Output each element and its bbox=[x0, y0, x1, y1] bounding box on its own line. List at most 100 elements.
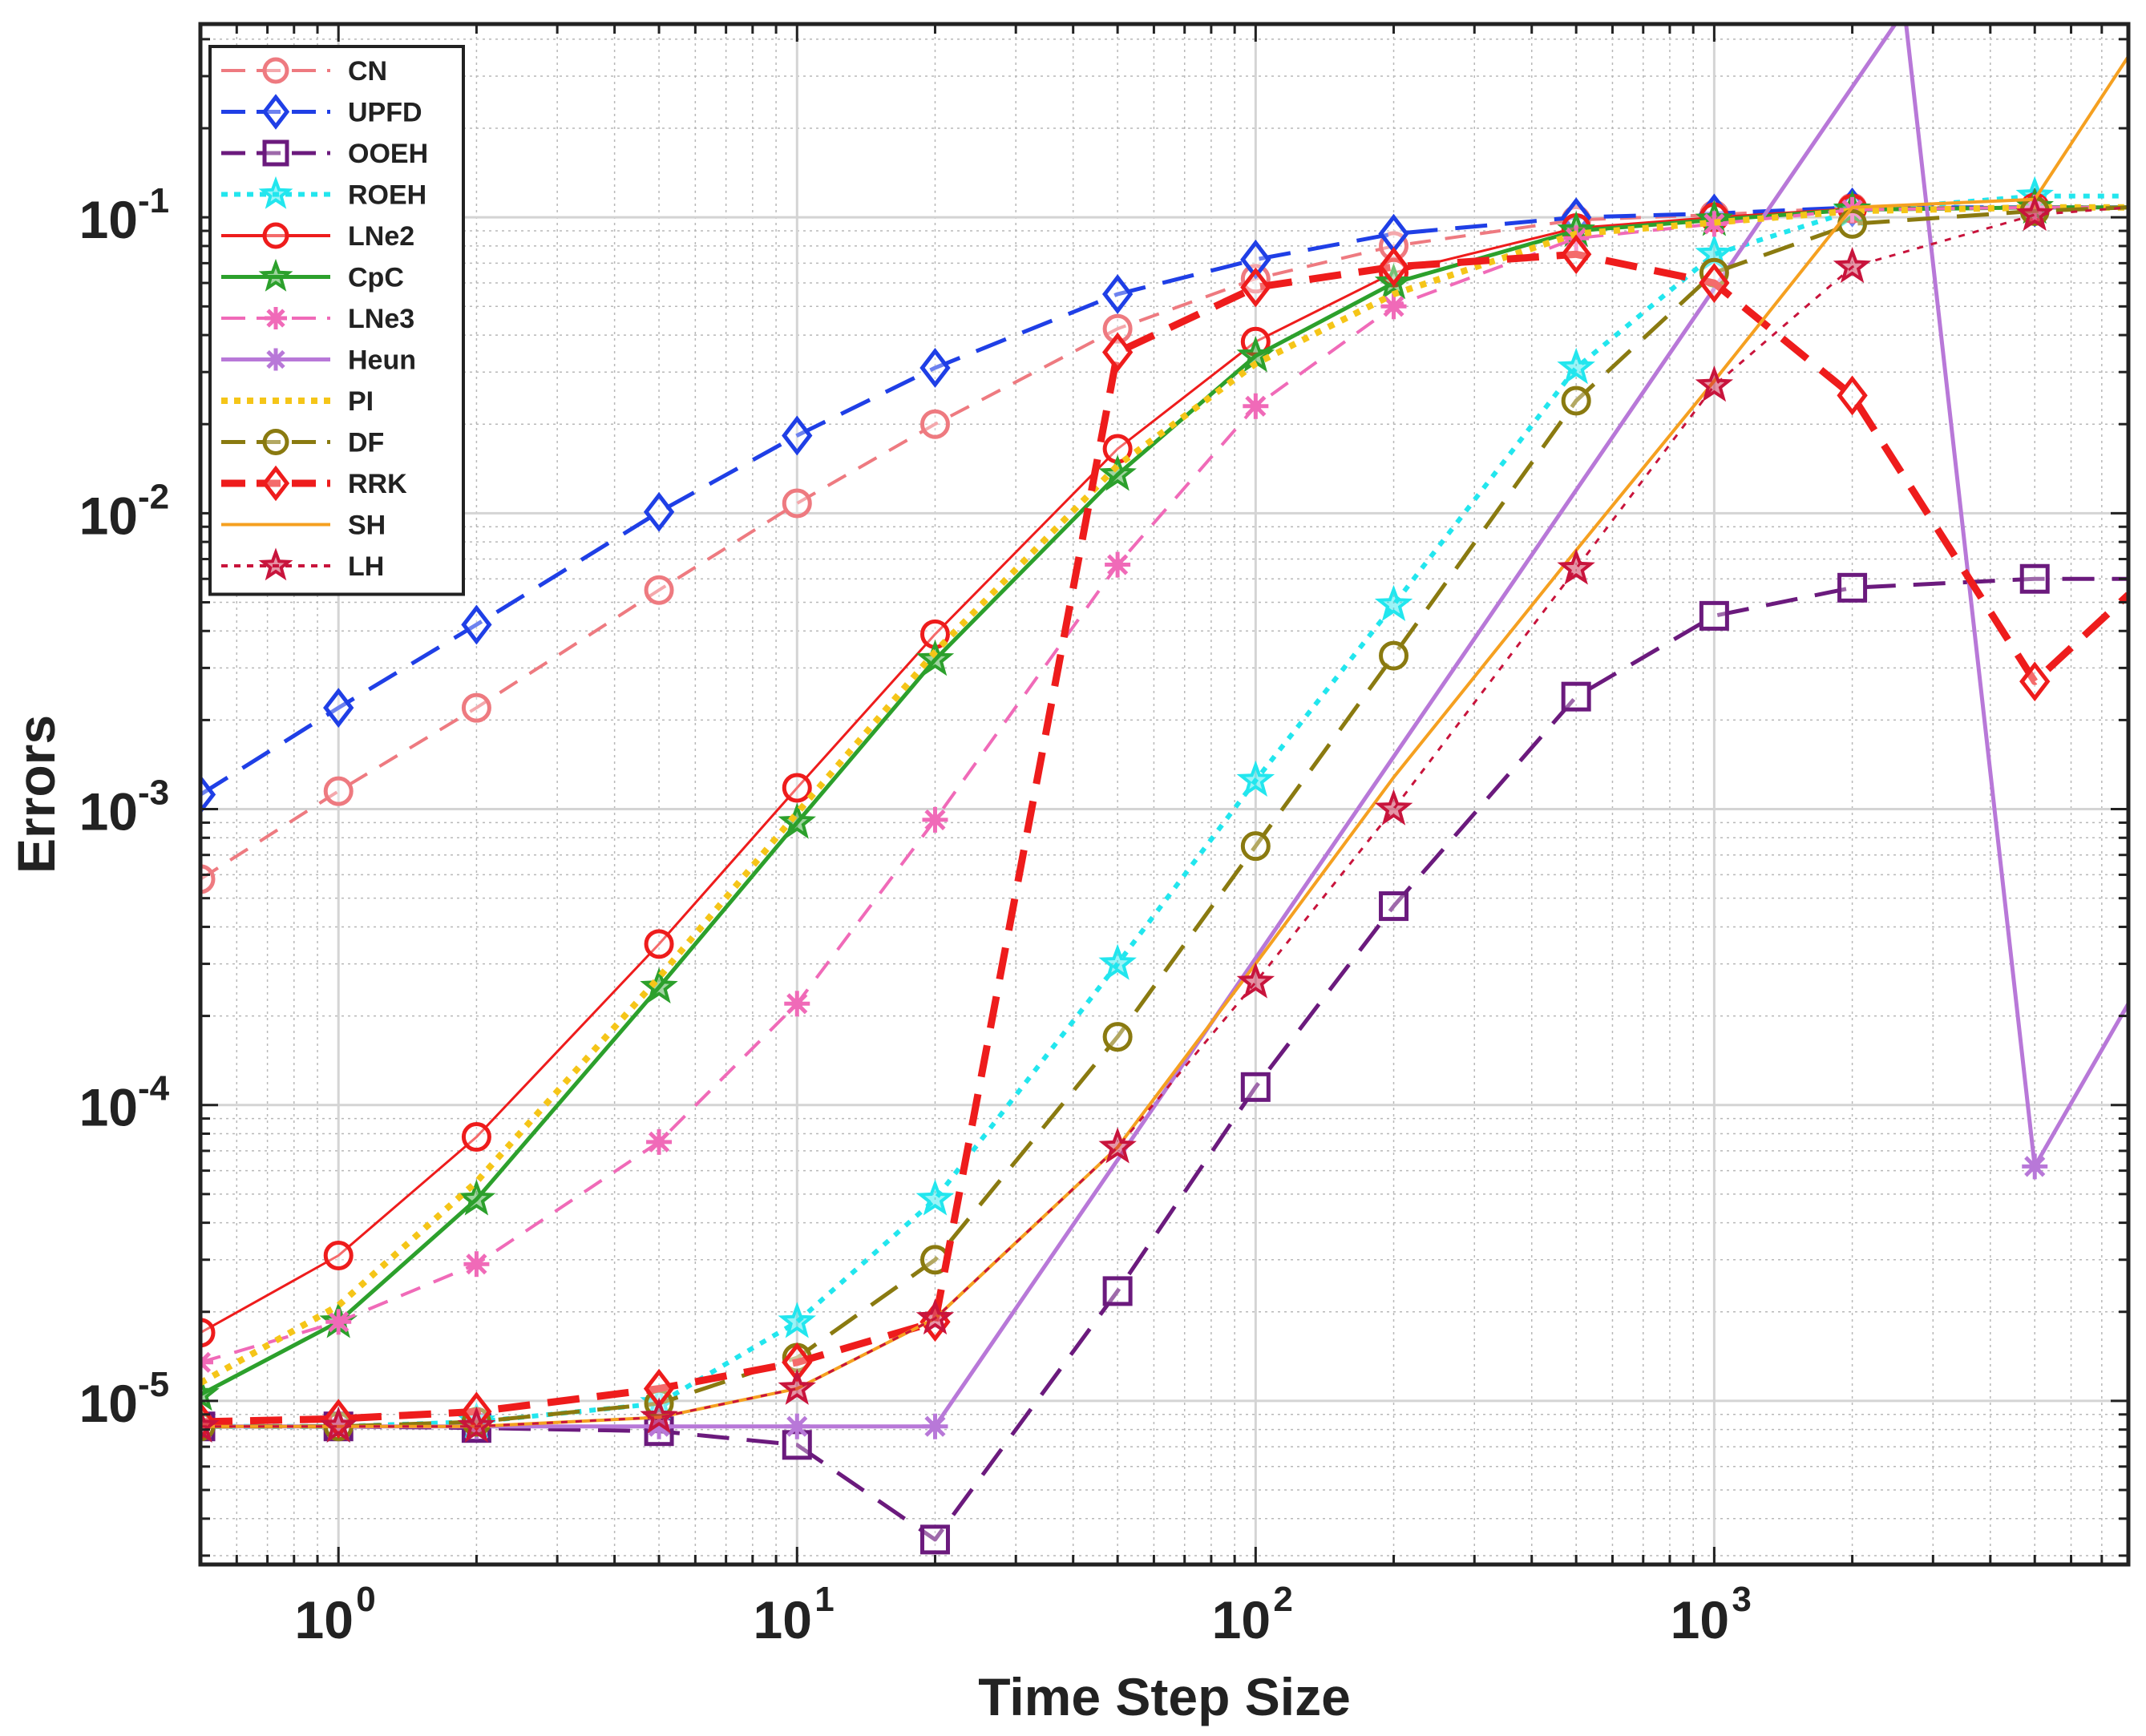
point-RRK-diamond bbox=[1699, 263, 1730, 303]
point-LNe3-asterisk-center bbox=[1250, 400, 1262, 412]
point-OOEH-square bbox=[919, 1524, 950, 1555]
point-LH-star bbox=[457, 1406, 496, 1443]
y-tick-label: 10 bbox=[79, 486, 138, 545]
x-tick-label: 10 bbox=[1671, 1590, 1729, 1649]
y-tick-labels: 10-510-410-310-210-1 bbox=[79, 181, 170, 1433]
legend-marker-OOEH-square bbox=[262, 139, 289, 167]
legend-label-LNe2: LNe2 bbox=[348, 221, 414, 252]
point-LNe2-circle bbox=[782, 773, 812, 803]
point-OOEH-square bbox=[1837, 572, 1868, 603]
point-UPFD-diamond bbox=[1240, 239, 1271, 280]
point-CN-circle bbox=[644, 575, 674, 605]
series-line-DF bbox=[200, 205, 2128, 1429]
x-tick-exponent: 3 bbox=[1732, 1580, 1751, 1619]
point-OOEH-square bbox=[1379, 891, 1409, 922]
point-LH-star bbox=[1098, 1127, 1137, 1164]
y-tick-label: 10 bbox=[79, 190, 138, 249]
point-CpC-star bbox=[1098, 454, 1137, 491]
legend-entry-Heun: Heun bbox=[221, 345, 416, 376]
point-LH-star bbox=[2015, 195, 2054, 232]
x-tick-label: 10 bbox=[1212, 1590, 1271, 1649]
point-UPFD-diamond bbox=[919, 348, 951, 388]
point-OOEH-square bbox=[1240, 1072, 1271, 1102]
series-line-UPFD bbox=[200, 205, 2128, 797]
point-DF-circle bbox=[1102, 1022, 1133, 1052]
point-LNe3-asterisk-center bbox=[929, 813, 941, 826]
legend-marker-RRK-diamond bbox=[261, 465, 290, 502]
legend-marker-LNe3-asterisk-center bbox=[270, 313, 281, 324]
x-axis-label: Time Step Size bbox=[978, 1667, 1351, 1726]
point-LNe3-asterisk-center bbox=[333, 1316, 345, 1328]
point-RRK-diamond bbox=[1837, 375, 1868, 416]
legend-label-Heun: Heun bbox=[348, 345, 416, 376]
legend-entry-PI: PI bbox=[221, 386, 374, 417]
y-tick-exponent: -3 bbox=[138, 773, 169, 813]
point-CpC-star bbox=[457, 1179, 496, 1216]
point-Heun-asterisk-center bbox=[929, 1420, 941, 1432]
legend-label-LH: LH bbox=[348, 551, 384, 582]
y-tick-label: 10 bbox=[79, 1078, 138, 1137]
point-CN-circle bbox=[200, 864, 216, 894]
y-tick-exponent: -5 bbox=[138, 1365, 169, 1404]
point-Heun-asterisk-center bbox=[2029, 1161, 2041, 1173]
series-line-RRK bbox=[200, 250, 2128, 1426]
y-axis-label: Errors bbox=[6, 715, 66, 874]
legend-entry-LH: LH bbox=[221, 547, 384, 582]
legend-marker-LNe2-circle bbox=[262, 222, 289, 249]
legend-entry-OOEH: OOEH bbox=[221, 139, 428, 169]
point-LH-star bbox=[1695, 365, 1734, 402]
point-CN-circle bbox=[461, 692, 491, 723]
legend-entry-RRK: RRK bbox=[221, 465, 407, 502]
legend-marker-CpC-star bbox=[258, 258, 293, 292]
x-tick-labels: 10 0 10 1 10 2 10 3 bbox=[294, 1580, 1751, 1649]
point-LNe3-asterisk-center bbox=[1388, 301, 1400, 313]
point-DF-circle bbox=[1240, 831, 1271, 862]
point-CN-circle bbox=[1102, 313, 1133, 344]
point-UPFD-diamond bbox=[461, 604, 492, 645]
point-ROEH-star bbox=[1098, 943, 1137, 980]
series-line-CN bbox=[200, 205, 2128, 881]
point-CpC-star bbox=[640, 967, 678, 1003]
point-OOEH-square bbox=[1102, 1276, 1133, 1306]
x-tick-exponent: 1 bbox=[814, 1580, 834, 1619]
point-LH-star bbox=[1236, 962, 1275, 999]
point-DF-circle bbox=[1837, 208, 1868, 239]
legend-entry-LNe3: LNe3 bbox=[221, 304, 414, 334]
point-Heun-asterisk-center bbox=[791, 1420, 803, 1432]
legend-marker-ROEH-star bbox=[258, 176, 293, 209]
legend-entry-UPFD: UPFD bbox=[221, 94, 422, 130]
legend-label-PI: PI bbox=[348, 386, 374, 417]
y-tick-label: 10 bbox=[79, 782, 138, 842]
legend-marker-Heun-asterisk-center bbox=[270, 354, 281, 365]
point-LNe3-asterisk-center bbox=[653, 1136, 665, 1149]
x-tick-label: 10 bbox=[754, 1590, 812, 1649]
point-LNe3-asterisk-center bbox=[1111, 559, 1124, 571]
legend-entry-DF: DF bbox=[221, 428, 384, 458]
series-layer bbox=[200, 24, 2128, 1555]
point-RRK-diamond bbox=[1101, 332, 1134, 373]
point-Heun-asterisk-center bbox=[653, 1420, 665, 1432]
point-DF-circle bbox=[1561, 386, 1591, 416]
legend-label-UPFD: UPFD bbox=[348, 98, 422, 128]
point-RRK-diamond bbox=[1561, 234, 1592, 275]
legend-label-CN: CN bbox=[348, 56, 387, 87]
point-RRK-diamond bbox=[782, 1342, 813, 1383]
point-LH-star bbox=[319, 1406, 358, 1443]
point-LH-star bbox=[200, 1406, 220, 1443]
legend: CN UPFD OOEH ROEH LNe2 CpC LNe3 Heun PI DF RRK SH LH bbox=[208, 45, 465, 596]
series-line-PI bbox=[200, 204, 2128, 1386]
point-ROEH-star bbox=[1374, 584, 1413, 622]
x-tick-exponent: 2 bbox=[1273, 1580, 1292, 1619]
series-line-OOEH bbox=[200, 576, 2128, 1542]
y-tick-label: 10 bbox=[79, 1374, 138, 1433]
point-CN-circle bbox=[323, 776, 354, 806]
point-OOEH-square bbox=[2019, 563, 2050, 594]
point-ROEH-star bbox=[1236, 760, 1275, 797]
y-tick-exponent: -1 bbox=[138, 181, 169, 220]
legend-label-CpC: CpC bbox=[348, 263, 404, 293]
point-LNe3-asterisk-center bbox=[471, 1258, 483, 1270]
point-CN-circle bbox=[782, 488, 812, 519]
point-DF-circle bbox=[1379, 640, 1409, 671]
point-RRK-diamond bbox=[1378, 247, 1409, 287]
